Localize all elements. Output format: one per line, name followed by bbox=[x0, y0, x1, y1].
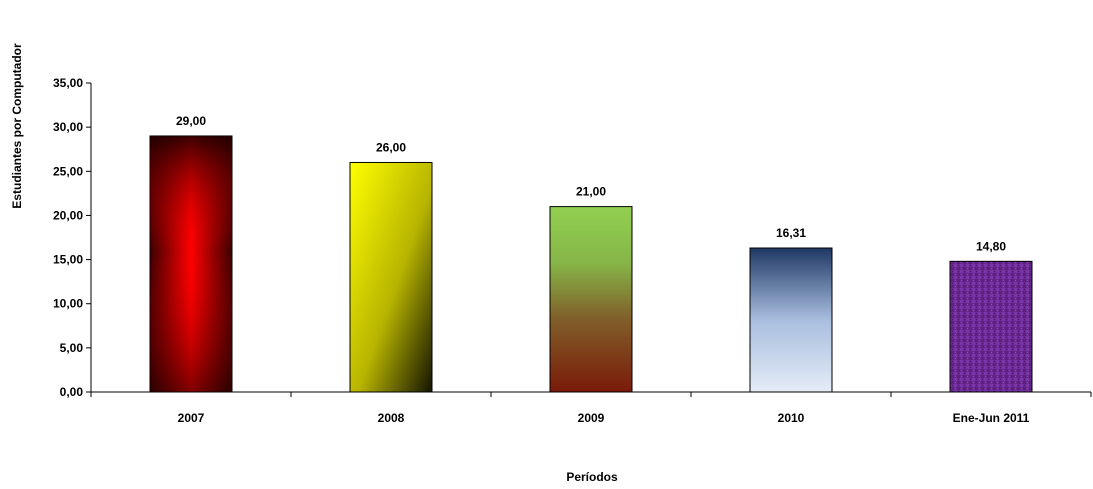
y-tick-label: 30,00 bbox=[53, 120, 83, 134]
value-label: 21,00 bbox=[576, 185, 606, 199]
x-tick-label: 2008 bbox=[378, 411, 405, 425]
x-tick-label: 2010 bbox=[778, 411, 805, 425]
value-label: 16,31 bbox=[776, 226, 806, 240]
y-tick-label: 5,00 bbox=[60, 341, 84, 355]
y-tick-label: 25,00 bbox=[53, 164, 83, 178]
value-label: 14,80 bbox=[976, 239, 1006, 253]
value-label: 26,00 bbox=[376, 140, 406, 154]
y-tick-label: 20,00 bbox=[53, 208, 83, 222]
bar-2010 bbox=[750, 248, 832, 392]
bar-2009 bbox=[550, 207, 632, 392]
y-tick-label: 15,00 bbox=[53, 253, 83, 267]
bar-ene-jun-2011 bbox=[950, 261, 1032, 392]
y-tick-label: 10,00 bbox=[53, 297, 83, 311]
y-tick-label: 0,00 bbox=[60, 385, 84, 399]
x-axis-title: Períodos bbox=[566, 470, 618, 484]
bar-2007-shading bbox=[150, 136, 232, 392]
value-label: 29,00 bbox=[176, 114, 206, 128]
x-tick-label: 2009 bbox=[578, 411, 605, 425]
y-tick-label: 35,00 bbox=[53, 76, 83, 90]
bar-2008 bbox=[350, 162, 432, 392]
y-axis-title: Estudiantes por Computador bbox=[10, 43, 24, 209]
x-tick-label: Ene-Jun 2011 bbox=[953, 411, 1030, 425]
x-tick-label: 2007 bbox=[178, 411, 205, 425]
